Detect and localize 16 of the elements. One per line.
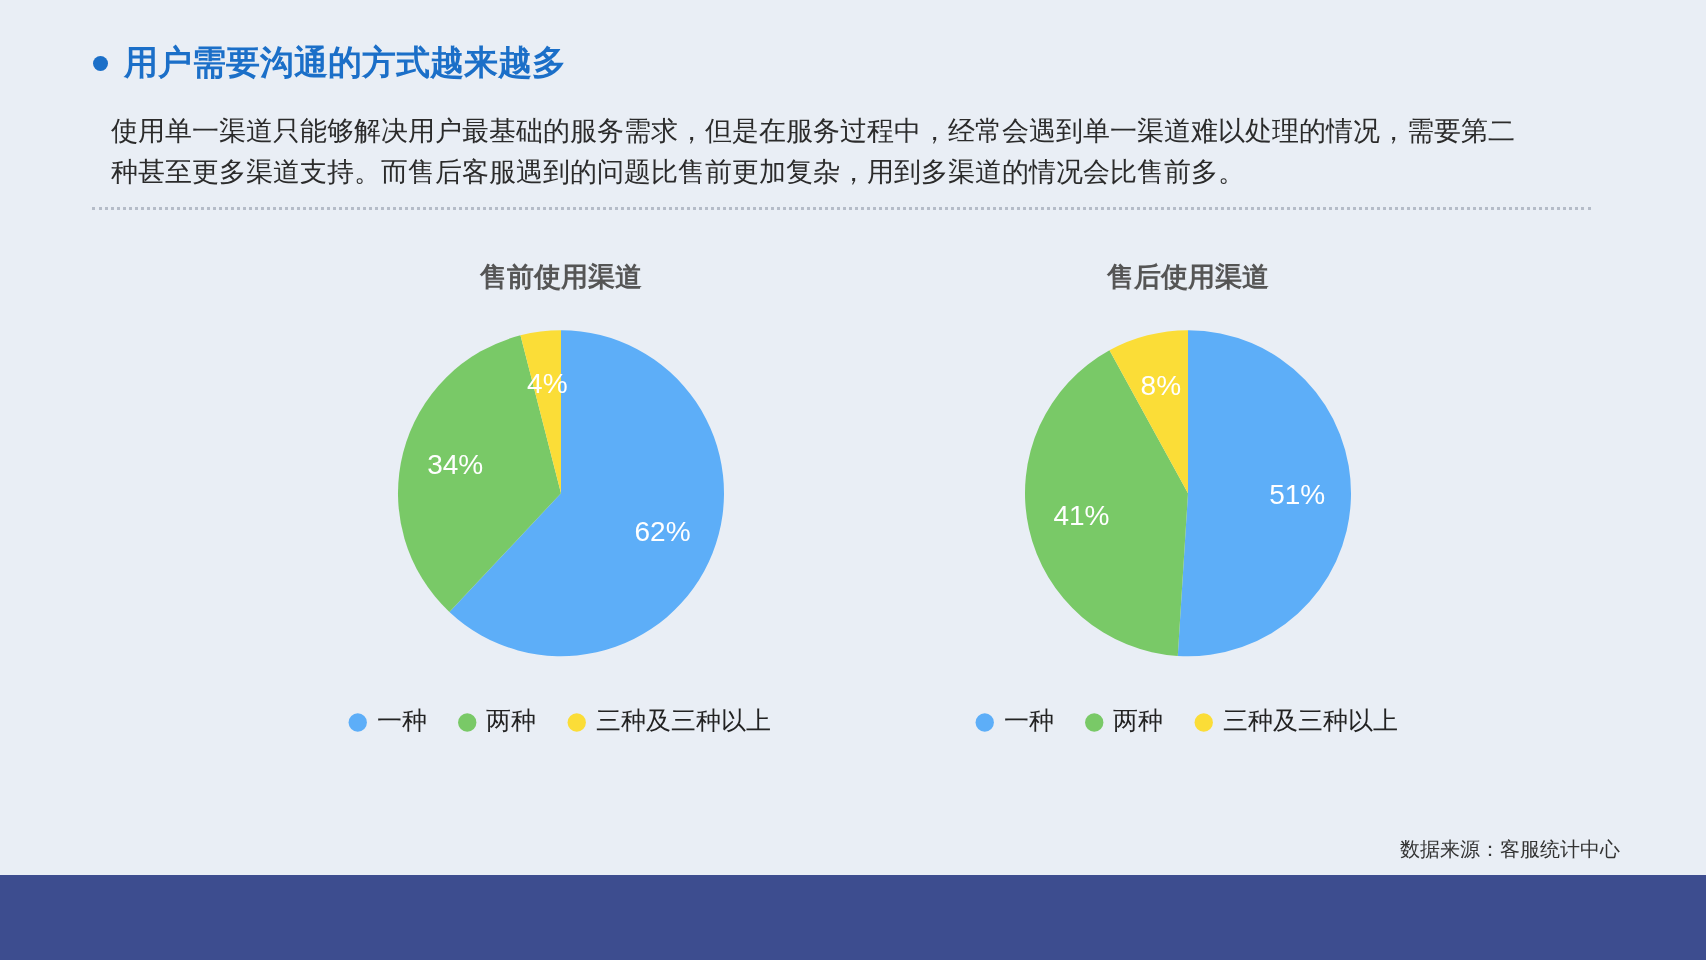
text: 用户需要沟通的方式越来越多 [124,41,566,84]
text: 使用单一渠道只能够解决用户最基础的服务需求，但是在服务过程中，经常会遇到单一渠道难以处理的情况，需要第二种甚至更多渠道支持。而售后客服遇到的问题比售前更加复杂，用到多渠道的情况会比售前多。 [111,114,1516,189]
legend-label: 一种 [1003,706,1054,735]
data-label: 34% [427,448,484,480]
legend-label: 一种 [376,706,427,735]
chart-title: 售后使用渠道 [1106,261,1269,293]
chart-title: 售前使用渠道 [479,261,642,293]
data-label: 51% [1269,479,1326,511]
source-note: 数据来源：客服统计中心 [1400,836,1620,863]
data-label: 41% [1053,499,1110,531]
legend-label: 两种 [486,706,537,735]
legend-label: 两种 [1113,706,1164,735]
legend-label: 三种及三种以上 [595,706,771,735]
data-label: 8% [1140,370,1182,402]
data-label: 62% [634,516,691,548]
legend-label: 三种及三种以上 [1222,706,1398,735]
